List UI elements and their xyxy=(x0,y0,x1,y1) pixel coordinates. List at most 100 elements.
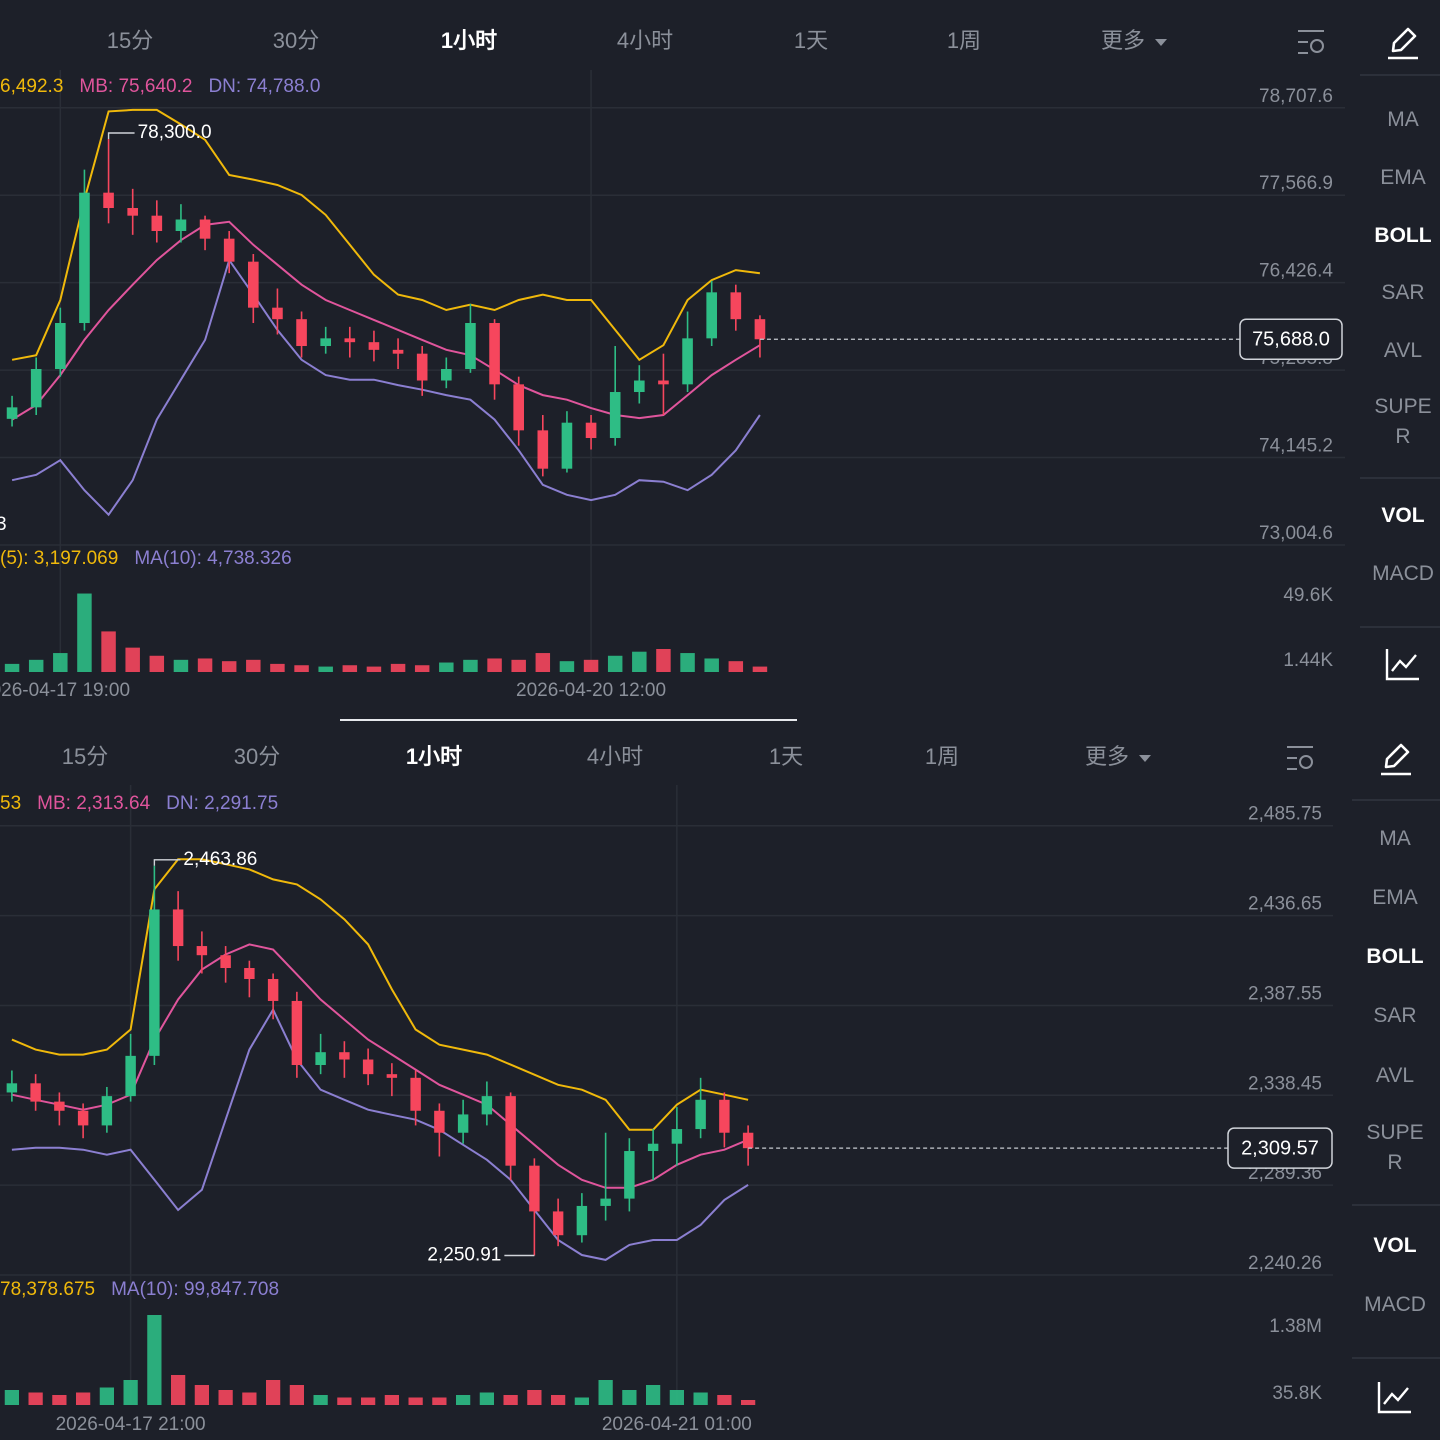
indicator-label[interactable]: SUPER xyxy=(1374,395,1432,448)
volume-bar xyxy=(101,631,116,672)
indicator-label[interactable]: AVL xyxy=(1383,339,1423,362)
candle-body xyxy=(127,208,138,216)
volume-ma-value: (5): 3,197.069 xyxy=(0,548,118,569)
volume-bar xyxy=(656,649,671,672)
last-price-box xyxy=(1227,1127,1333,1169)
indicator-option[interactable]: BOLL xyxy=(1363,942,1427,976)
timeframe-tab[interactable]: 15分 xyxy=(62,744,108,769)
low-label: 2,250.91 xyxy=(427,1245,501,1266)
indicator-label[interactable]: VOL xyxy=(1381,504,1425,527)
indicator-option[interactable]: AVL xyxy=(1363,1061,1427,1095)
x-tick-label: 026-04-17 19:00 xyxy=(0,680,130,701)
indicator-label[interactable]: BOLL xyxy=(1366,945,1424,968)
timeframe-tab[interactable]: 4小时 xyxy=(617,28,673,53)
chart-tool-icon[interactable] xyxy=(1377,1382,1411,1414)
candle-body xyxy=(248,261,259,308)
high-marker xyxy=(107,132,135,140)
candle-body xyxy=(6,407,18,419)
indicator-option[interactable]: VOL xyxy=(1371,501,1435,535)
indicator-option[interactable]: SAR xyxy=(1363,1001,1427,1035)
settings-icon[interactable] xyxy=(1287,746,1313,770)
indicator-label[interactable]: EMA xyxy=(1380,166,1426,189)
timeframe-tab[interactable]: 1小时 xyxy=(441,28,497,53)
volume-bar xyxy=(414,665,430,672)
y-tick-label: 2,485.75 xyxy=(1248,804,1322,825)
candle-body xyxy=(513,384,524,431)
y-tick-label: 2,387.55 xyxy=(1248,983,1322,1004)
timeframe-tab[interactable]: 4小时 xyxy=(587,744,643,769)
timeframe-tab[interactable]: 1天 xyxy=(794,28,828,53)
indicator-label[interactable]: SUPER xyxy=(1366,1121,1424,1174)
chart-tool-icon[interactable] xyxy=(1385,649,1419,681)
volume-bar xyxy=(366,666,382,672)
indicator-option[interactable]: SUPER xyxy=(1371,392,1435,456)
volume-bar xyxy=(390,663,406,672)
timeframe-tab[interactable]: 15分 xyxy=(107,28,153,53)
timeframe-tab[interactable]: 1周 xyxy=(947,28,981,53)
volume-ma-value: 78,378.675 xyxy=(0,1279,95,1300)
indicator-option[interactable]: MACD xyxy=(1363,1290,1427,1324)
indicator-label[interactable]: AVL xyxy=(1375,1064,1415,1087)
volume-bar xyxy=(218,1390,233,1405)
candle-body xyxy=(481,1096,493,1115)
candle-body xyxy=(529,1165,540,1212)
volume-bar xyxy=(728,661,744,672)
last-price-label: 75,688.0 xyxy=(1252,329,1330,351)
indicator-option[interactable]: EMA xyxy=(1371,163,1435,197)
indicator-option[interactable]: MA xyxy=(1363,824,1427,858)
draw-tool-icon[interactable] xyxy=(1388,27,1418,60)
icon-part xyxy=(1287,746,1313,770)
volume-bar xyxy=(313,1395,328,1405)
settings-icon[interactable] xyxy=(1298,30,1324,54)
timeframe-tab[interactable]: 1天 xyxy=(769,744,803,769)
candle-body xyxy=(561,422,573,469)
volume-bar xyxy=(28,659,44,672)
last-price-box xyxy=(1239,318,1343,361)
volume-bar xyxy=(527,1390,542,1405)
indicator-option[interactable]: SUPER xyxy=(1363,1118,1427,1182)
candle-body xyxy=(344,338,356,343)
candle-body xyxy=(291,1000,303,1066)
candle-body xyxy=(682,338,693,385)
draw-tool-icon[interactable] xyxy=(1381,743,1411,776)
icon-part xyxy=(1388,27,1418,60)
volume-bar xyxy=(622,1390,637,1405)
indicator-option[interactable]: MACD xyxy=(1371,559,1435,593)
timeframe-tab[interactable]: 1小时 xyxy=(406,744,462,769)
volume-bar xyxy=(171,1375,186,1405)
indicator-value: MB: 2,313.64 xyxy=(37,793,150,814)
candle-body xyxy=(647,1143,659,1152)
indicator-option[interactable]: MA xyxy=(1371,105,1435,139)
indicator-label[interactable]: SAR xyxy=(1381,281,1425,304)
volume-bar xyxy=(342,665,358,672)
indicator-option[interactable]: SAR xyxy=(1371,278,1435,312)
timeframe-tab[interactable]: 30分 xyxy=(273,28,319,53)
indicator-label[interactable]: EMA xyxy=(1372,886,1418,909)
timeframe-tab[interactable]: 更多 xyxy=(1085,744,1129,769)
bollinger-band xyxy=(11,220,761,421)
candle-body xyxy=(434,1110,445,1133)
candle-body xyxy=(489,323,500,385)
candle-body xyxy=(54,1101,65,1111)
timeframe-tab[interactable]: 更多 xyxy=(1101,28,1145,53)
indicator-label[interactable]: MA xyxy=(1379,827,1411,850)
indicator-option[interactable]: BOLL xyxy=(1371,221,1435,255)
y-tick-label: 78,707.6 xyxy=(1259,86,1333,107)
y-tick-label: 2,240.26 xyxy=(1248,1253,1322,1274)
indicator-option[interactable]: AVL xyxy=(1371,336,1435,370)
volume-bar xyxy=(194,1385,209,1405)
indicator-option[interactable]: EMA xyxy=(1363,883,1427,917)
indicator-label[interactable]: BOLL xyxy=(1374,224,1432,247)
indicator-label[interactable]: SAR xyxy=(1373,1004,1417,1027)
timeframe-tab[interactable]: 1周 xyxy=(925,744,959,769)
indicator-label[interactable]: MACD xyxy=(1364,1293,1426,1316)
indicator-option[interactable]: VOL xyxy=(1363,1231,1427,1265)
volume-bar xyxy=(717,1395,732,1405)
bollinger-band xyxy=(11,257,761,517)
candle-body xyxy=(368,342,380,350)
indicator-label[interactable]: MACD xyxy=(1372,562,1434,585)
volume-bar xyxy=(266,1380,281,1405)
indicator-label[interactable]: MA xyxy=(1387,108,1419,131)
timeframe-tab[interactable]: 30分 xyxy=(234,744,280,769)
indicator-label[interactable]: VOL xyxy=(1373,1234,1417,1257)
